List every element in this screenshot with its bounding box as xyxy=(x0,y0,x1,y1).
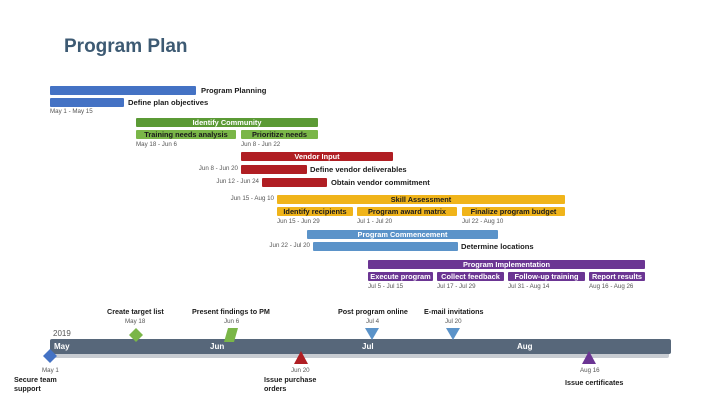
milestone-label-present-findings: Present findings to PM xyxy=(192,307,270,316)
group-label-identify-community: Identify Community xyxy=(192,118,262,127)
group-bar-skill-assessment[interactable] xyxy=(277,195,565,204)
group-date-skill-assessment: Jun 15 - Aug 10 xyxy=(230,195,274,202)
milestone-label-issue-certificates: Issue certificates xyxy=(565,378,624,387)
task-label-execute-program: Execute program xyxy=(370,272,431,281)
milestone-date-create-target-list: May 18 xyxy=(125,318,146,325)
task-label-define-vendor-deliverables: Define vendor deliverables xyxy=(310,165,407,174)
milestone-diamond-create-target-list[interactable] xyxy=(129,328,143,342)
timeline-shadow xyxy=(52,354,669,358)
task-date-report-results: Aug 16 - Aug 26 xyxy=(589,283,634,290)
task-bar-report-results[interactable] xyxy=(589,272,645,281)
milestone-diamond-secure-team-support[interactable] xyxy=(43,349,57,363)
task-label-determine-locations: Determine locations xyxy=(461,242,534,251)
task-bar-follow-up-training[interactable] xyxy=(508,272,585,281)
task-label-identify-recipients: Identify recipients xyxy=(283,207,347,216)
group-label-program-commencement: Program Commencement xyxy=(357,230,448,239)
task-date-finalize-program-budget: Jul 22 - Aug 10 xyxy=(462,218,504,225)
milestone-date-email-invitations: Jul 20 xyxy=(445,318,462,325)
task-date-execute-program: Jul 5 - Jul 15 xyxy=(368,283,404,290)
milestone-label-create-target-list: Create target list xyxy=(107,307,164,316)
milestone-triangle-post-program-online[interactable] xyxy=(365,328,379,340)
milestone-triangle-issue-certificates[interactable] xyxy=(582,351,596,364)
task-label-finalize-program-budget: Finalize program budget xyxy=(470,207,557,216)
task-bar-define-vendor-deliverables[interactable] xyxy=(241,165,307,174)
task-label-program-award-matrix: Program award matrix xyxy=(367,207,447,216)
milestone-label-issue-purchase-orders: Issue purchase orders xyxy=(264,375,317,393)
task-label-follow-up-training: Follow-up training xyxy=(514,272,579,281)
milestone-date-issue-certificates: Aug 16 xyxy=(580,367,600,374)
task-date-define-plan-objectives: May 1 - May 15 xyxy=(50,108,93,115)
task-date-define-vendor-deliverables: Jun 8 - Jun 20 xyxy=(198,165,238,172)
task-bar-finalize-program-budget[interactable] xyxy=(462,207,565,216)
task-date-follow-up-training: Jul 31 - Aug 14 xyxy=(508,283,550,290)
group-label-vendor-input: Vendor Input xyxy=(294,152,340,161)
timeline-month-jun: Jun xyxy=(210,342,225,351)
task-date-program-award-matrix: Jul 1 - Jul 20 xyxy=(357,218,393,225)
milestone-date-post-program-online: Jul 4 xyxy=(366,318,380,325)
task-label-prioritize-needs: Prioritize needs xyxy=(251,130,308,139)
milestone-label-post-program-online: Post program online xyxy=(338,307,408,316)
task-date-training-needs-analysis: May 18 - Jun 6 xyxy=(136,141,177,148)
task-bar-training-needs-analysis[interactable] xyxy=(136,130,236,139)
milestone-date-present-findings: Jun 6 xyxy=(224,318,240,325)
milestone-parallelogram-present-findings[interactable] xyxy=(224,328,238,342)
task-date-determine-locations: Jun 22 - Jul 20 xyxy=(269,242,310,249)
task-label-training-needs-analysis: Training needs analysis xyxy=(144,130,228,139)
task-bar-obtain-vendor-commitment[interactable] xyxy=(262,178,327,187)
task-bar-program-award-matrix[interactable] xyxy=(357,207,457,216)
task-bar-identify-recipients[interactable] xyxy=(277,207,353,216)
timeline-band xyxy=(50,339,671,354)
task-bar-prioritize-needs[interactable] xyxy=(241,130,318,139)
task-bar-execute-program[interactable] xyxy=(368,272,433,281)
task-date-collect-feedback: Jul 17 - Jul 29 xyxy=(437,283,476,290)
milestone-date-secure-team-support: May 1 xyxy=(42,367,59,374)
task-date-identify-recipients: Jun 15 - Jun 29 xyxy=(277,218,320,225)
task-date-prioritize-needs: Jun 8 - Jun 22 xyxy=(241,141,281,148)
timeline-month-may: May xyxy=(54,342,70,351)
milestone-triangle-email-invitations[interactable] xyxy=(446,328,460,340)
timeline-month-jul: Jul xyxy=(362,342,374,351)
task-label-obtain-vendor-commitment: Obtain vendor commitment xyxy=(331,178,430,187)
group-label-program-implementation: Program Implementation xyxy=(462,260,551,269)
milestone-triangle-issue-purchase-orders[interactable] xyxy=(294,351,308,364)
group-label-skill-assessment: Skill Assessment xyxy=(390,195,452,204)
task-bar-define-plan-objectives[interactable] xyxy=(50,98,124,107)
timeline-year: 2019 xyxy=(53,329,71,338)
task-label-collect-feedback: Collect feedback xyxy=(441,272,500,281)
timeline-month-aug: Aug xyxy=(517,342,533,351)
group-label-program-planning: Program Planning xyxy=(201,86,267,95)
group-bar-program-implementation[interactable] xyxy=(368,260,645,269)
group-bar-program-commencement[interactable] xyxy=(307,230,498,239)
milestone-label-email-invitations: E-mail invitations xyxy=(424,307,484,316)
task-date-obtain-vendor-commitment: Jun 12 - Jun 24 xyxy=(216,178,259,185)
task-label-report-results: Report results xyxy=(591,272,643,281)
task-label-define-plan-objectives: Define plan objectives xyxy=(128,98,209,107)
group-bar-vendor-input[interactable] xyxy=(241,152,393,161)
group-bar-program-planning[interactable] xyxy=(50,86,196,95)
task-bar-collect-feedback[interactable] xyxy=(437,272,504,281)
page-title: Program Plan xyxy=(64,36,188,57)
task-bar-determine-locations[interactable] xyxy=(313,242,458,251)
group-bar-identify-community[interactable] xyxy=(136,118,318,127)
milestone-date-issue-purchase-orders: Jun 20 xyxy=(291,367,310,374)
milestone-label-secure-team-support: Secure team support xyxy=(14,375,57,393)
